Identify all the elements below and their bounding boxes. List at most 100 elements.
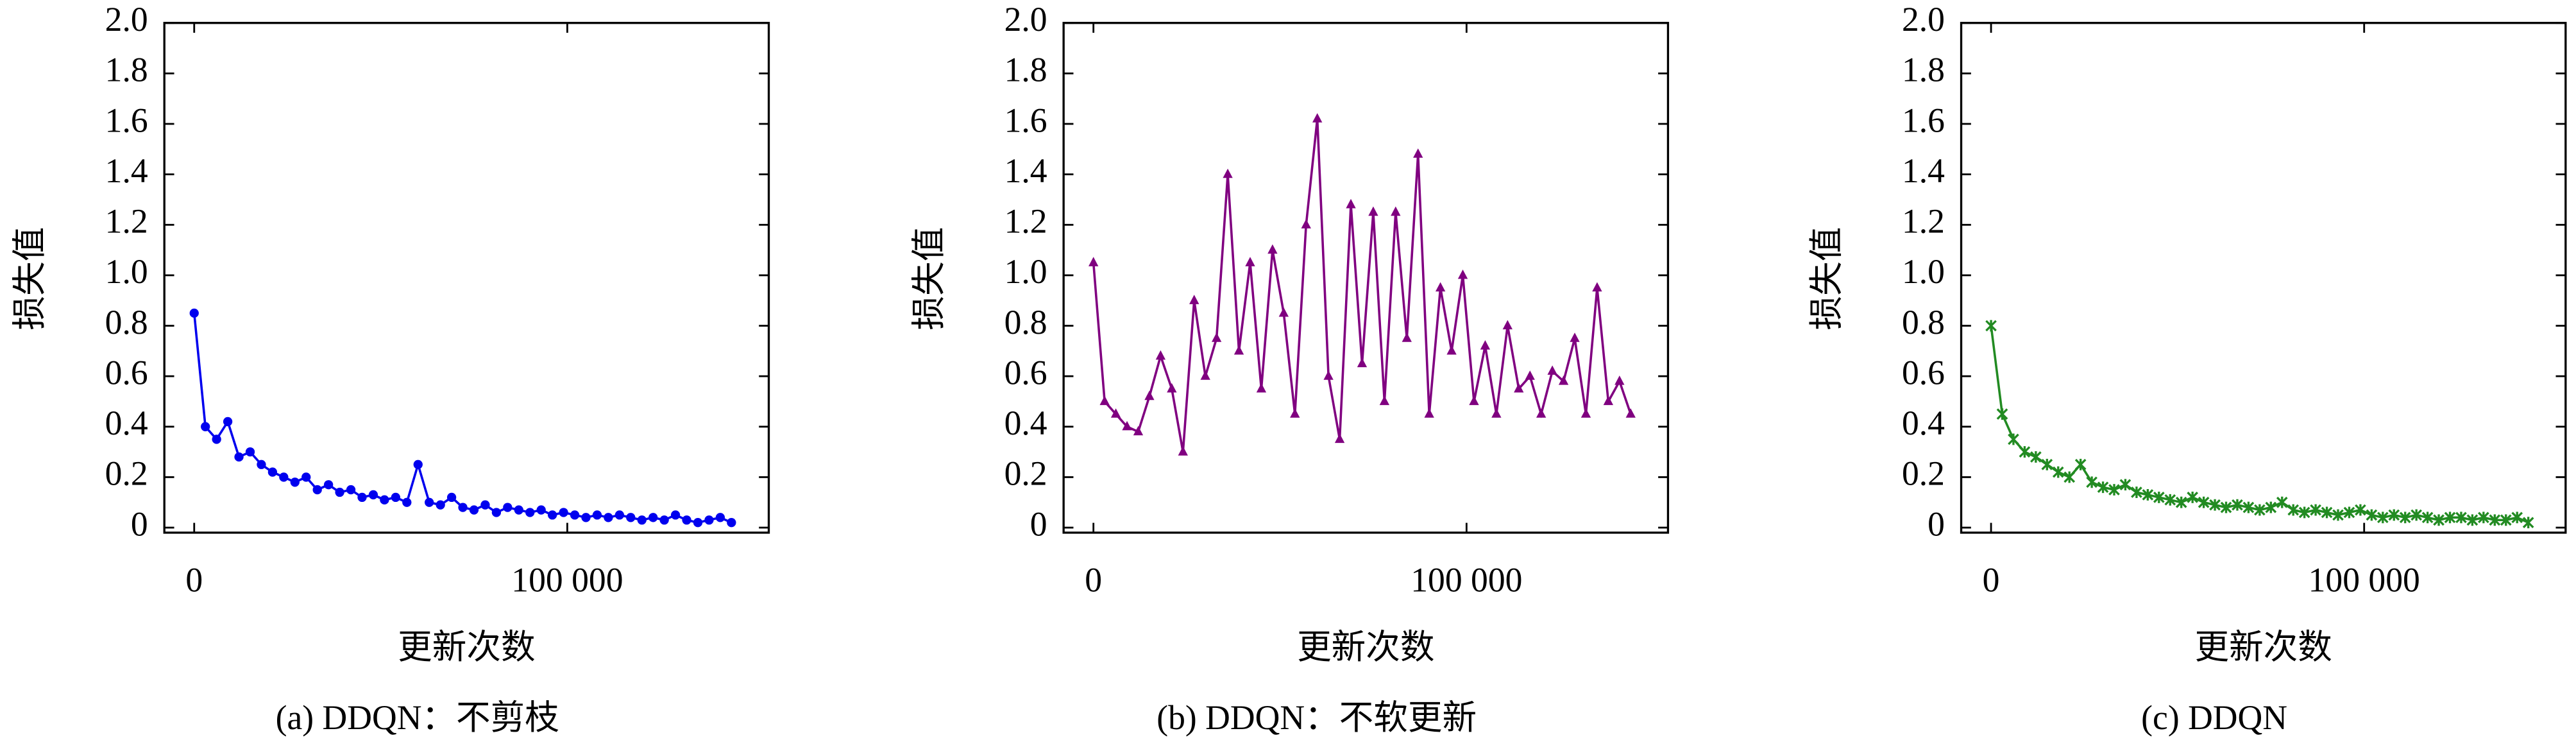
- y-tick-label: 0: [1030, 504, 1047, 543]
- point: [2019, 446, 2031, 458]
- point: [1435, 282, 1446, 292]
- point: [670, 510, 681, 520]
- point: [1245, 257, 1255, 266]
- point: [1167, 383, 1177, 393]
- point: [2310, 504, 2321, 516]
- y-tick-label: 1.4: [1902, 151, 1945, 190]
- point: [2265, 501, 2277, 513]
- y-tick-label: 0: [131, 504, 148, 543]
- point: [1502, 320, 1513, 330]
- x-axis-label: 更新次数: [398, 628, 535, 666]
- point: [245, 447, 255, 457]
- point: [2175, 496, 2187, 508]
- point: [1211, 332, 1222, 342]
- point: [1267, 244, 1278, 254]
- point: [2164, 494, 2176, 506]
- point: [2254, 504, 2266, 516]
- point: [1334, 433, 1345, 443]
- y-tick-label: 1.2: [1902, 202, 1945, 241]
- point: [2119, 479, 2131, 491]
- point: [1368, 206, 1378, 216]
- point: [1536, 408, 1546, 418]
- x-tick-label: 100 000: [511, 560, 623, 599]
- point: [2131, 486, 2142, 498]
- y-tick-label: 0.4: [1004, 404, 1047, 442]
- point: [2433, 514, 2445, 526]
- point: [1323, 370, 1334, 380]
- point: [212, 435, 221, 444]
- point: [458, 503, 468, 512]
- point: [1178, 446, 1188, 456]
- point: [1301, 219, 1311, 228]
- point: [693, 518, 703, 528]
- point: [1558, 375, 1569, 385]
- y-tick-label: 0.8: [1004, 303, 1047, 341]
- point: [324, 480, 334, 490]
- point: [2511, 512, 2523, 524]
- point: [1357, 357, 1368, 368]
- point: [1480, 340, 1491, 350]
- point: [525, 508, 535, 517]
- chart: 0 0.2 0.4 0.6 0.8 1.0 1.2 1.4 1.6 1.8 2.0 0 100 000 更…: [910, 0, 1670, 737]
- y-tick-label: 1.0: [105, 252, 148, 291]
- point: [547, 510, 557, 520]
- plot-frame: [163, 22, 770, 534]
- chart: 0 0.2 0.4 0.6 0.8 1.0 1.2 1.4 1.6 1.8 2.0 0 100 000 更…: [1808, 0, 2567, 737]
- y-axis-label: 损失值: [910, 227, 948, 331]
- point: [2187, 491, 2198, 503]
- point: [223, 417, 233, 427]
- point: [1402, 332, 1412, 342]
- point: [2276, 496, 2288, 508]
- point: [2008, 433, 2019, 445]
- point: [290, 478, 300, 487]
- point: [2063, 471, 2076, 483]
- point: [1290, 408, 1300, 418]
- point: [1379, 395, 1390, 406]
- y-tick-label: 1.4: [105, 151, 148, 190]
- point: [592, 510, 602, 520]
- y-tick-label: 0.2: [105, 454, 148, 493]
- point: [2332, 509, 2344, 521]
- point: [2142, 489, 2154, 501]
- point: [2287, 504, 2300, 516]
- x-tick-label: 0: [1983, 560, 2000, 599]
- point: [2052, 466, 2064, 478]
- point: [2377, 512, 2389, 524]
- y-tick-label: 0.4: [105, 404, 148, 442]
- point: [2478, 512, 2489, 524]
- y-tick-label: 0.8: [1902, 303, 1945, 341]
- point: [727, 518, 736, 528]
- point: [301, 472, 311, 482]
- point: [2411, 509, 2422, 521]
- point: [1457, 269, 1468, 279]
- point: [2421, 512, 2434, 524]
- point: [2298, 506, 2310, 519]
- point: [2041, 458, 2053, 470]
- y-tick-label: 0.6: [1902, 353, 1945, 392]
- y-tick-label: 1.4: [1004, 151, 1047, 190]
- point: [346, 485, 356, 495]
- point: [2153, 491, 2165, 503]
- point: [2321, 506, 2333, 519]
- point: [491, 508, 502, 517]
- point: [189, 308, 199, 318]
- point: [312, 485, 322, 495]
- point: [1122, 420, 1132, 431]
- point: [2366, 509, 2378, 521]
- point: [1312, 113, 1323, 123]
- point: [1200, 370, 1210, 380]
- point: [1346, 198, 1356, 209]
- point: [682, 515, 691, 525]
- point: [2030, 451, 2042, 463]
- x-tick-label: 0: [1085, 560, 1102, 599]
- point: [503, 503, 513, 512]
- point: [335, 487, 344, 497]
- y-axis-label: 损失值: [10, 227, 49, 331]
- point: [570, 510, 580, 520]
- point: [1580, 408, 1591, 418]
- point: [648, 513, 658, 522]
- point: [480, 500, 490, 510]
- point: [380, 495, 389, 504]
- point: [1547, 365, 1557, 375]
